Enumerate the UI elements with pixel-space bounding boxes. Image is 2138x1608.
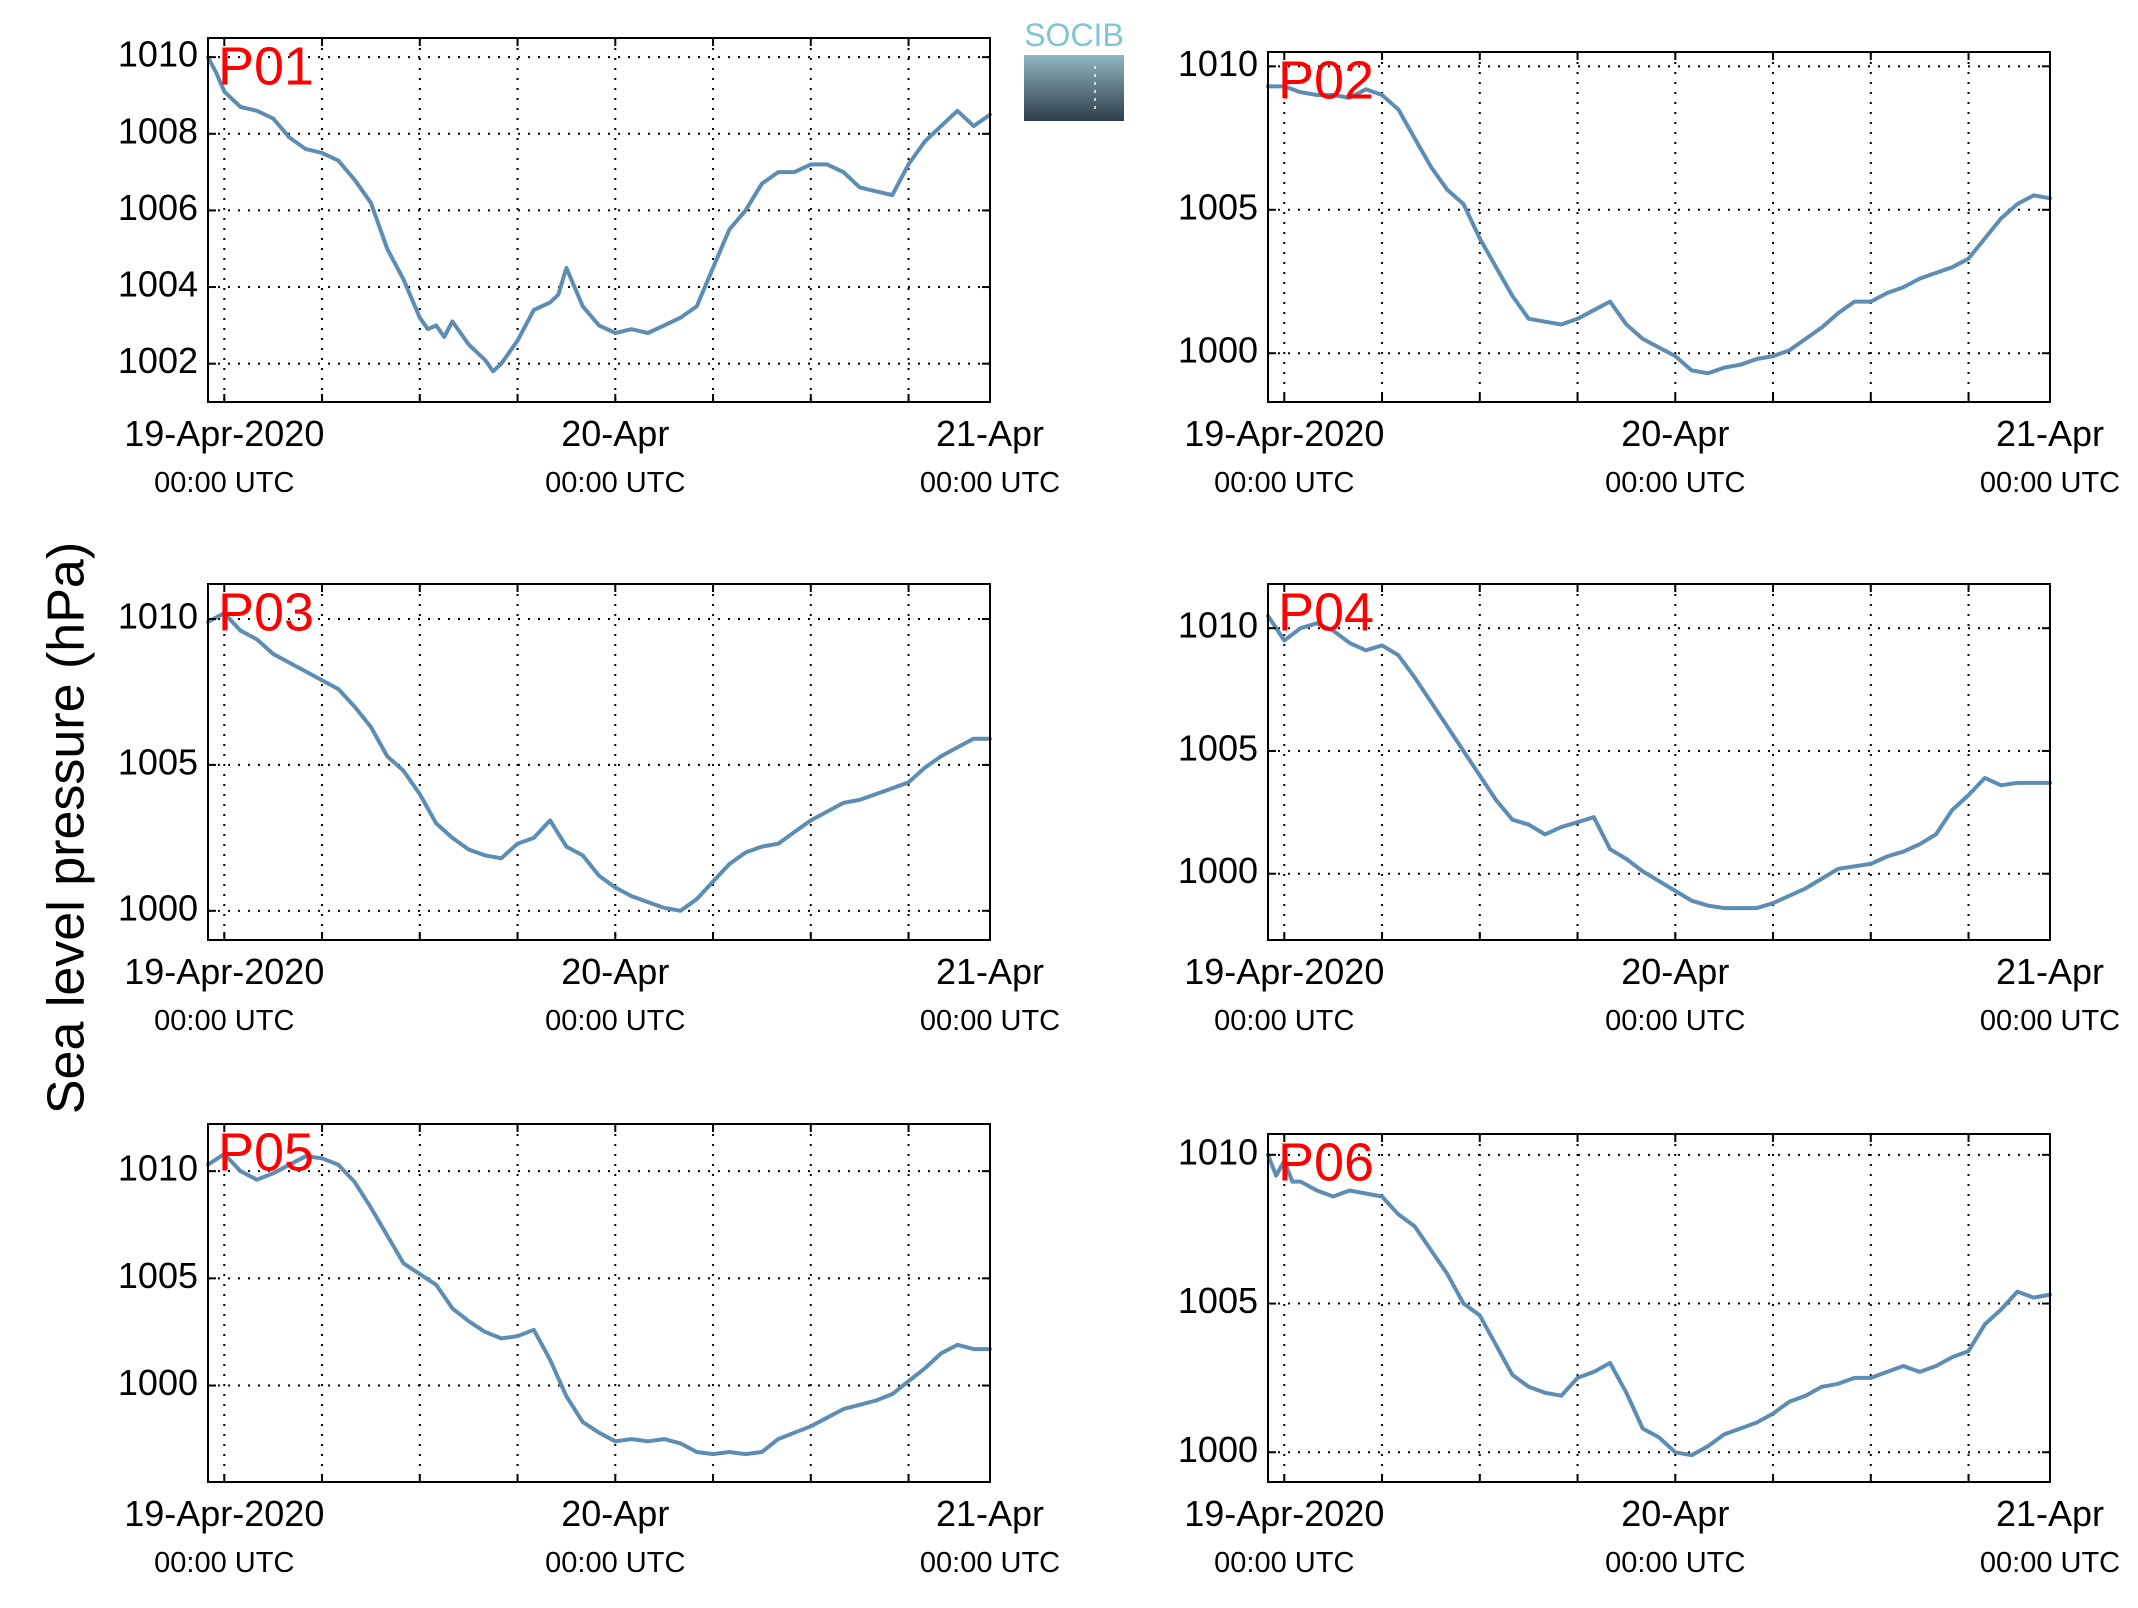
- p04-axes-box: [1267, 583, 2051, 941]
- p06-y-tick-label: 1010: [1178, 1131, 1258, 1172]
- p03-x-tick-sublabel: 00:00 UTC: [154, 1005, 294, 1037]
- p02-x-tick-label: 19-Apr-2020: [1184, 413, 1384, 454]
- p04-pressure-line: [1266, 613, 2052, 911]
- p04-x-tick-sublabel: 00:00 UTC: [1980, 1005, 2120, 1037]
- p02-y-tick-label: 1005: [1178, 186, 1258, 227]
- p03-x-tick-sublabel: 00:00 UTC: [920, 1005, 1060, 1037]
- p01-station-label: P01: [218, 36, 314, 96]
- p04-y-tick-label: 1005: [1178, 727, 1258, 768]
- p05-station-label: P05: [218, 1122, 314, 1182]
- p03-y-tick-label: 1010: [118, 596, 198, 637]
- p02-x-tick-sublabel: 00:00 UTC: [1214, 467, 1354, 499]
- p02-station-label: P02: [1278, 50, 1374, 110]
- p04-y-tick-label: 1010: [1178, 605, 1258, 646]
- p06-x-tick-sublabel: 00:00 UTC: [1980, 1547, 2120, 1579]
- p03-x-tick-label: 21-Apr: [936, 951, 1044, 992]
- p06-x-tick-label: 21-Apr: [1996, 1493, 2104, 1534]
- p02-x-tick-label: 21-Apr: [1996, 413, 2104, 454]
- p06-pressure-line: [1266, 1152, 2052, 1458]
- p05-x-tick-label: 19-Apr-2020: [124, 1493, 324, 1534]
- p02-pressure-line: [1266, 84, 2052, 376]
- logo-block: [1024, 55, 1124, 121]
- p05-y-tick-label: 1010: [118, 1148, 198, 1189]
- p06-x-tick-sublabel: 00:00 UTC: [1605, 1547, 1745, 1579]
- p01-y-tick-label: 1004: [118, 264, 198, 305]
- p04-x-tick-label: 21-Apr: [1996, 951, 2104, 992]
- p03-panel: 1000 1005 1010 19-Apr-2020 00:00 UTC 20-Apr 00…: [118, 582, 1060, 1037]
- p02-y-tick-label: 1000: [1178, 330, 1258, 371]
- logo-text: SOCIB: [1024, 17, 1124, 53]
- p05-y-tick-label: 1000: [118, 1362, 198, 1403]
- p01-axes-box: [207, 37, 991, 403]
- p01-y-tick-label: 1002: [118, 340, 198, 381]
- p03-y-tick-label: 1000: [118, 887, 198, 928]
- p06-x-tick-label: 19-Apr-2020: [1184, 1493, 1384, 1534]
- p02-y-tick-label: 1010: [1178, 43, 1258, 84]
- p02-x-tick-sublabel: 00:00 UTC: [1605, 467, 1745, 499]
- p06-x-tick-sublabel: 00:00 UTC: [1214, 1547, 1354, 1579]
- p06-y-tick-label: 1000: [1178, 1429, 1258, 1470]
- p03-x-tick-label: 19-Apr-2020: [124, 951, 324, 992]
- y-axis-title: Sea level pressure (hPa): [38, 542, 96, 1114]
- p01-x-tick-sublabel: 00:00 UTC: [154, 467, 294, 499]
- p01-y-tick-label: 1010: [118, 34, 198, 75]
- p05-x-tick-label: 21-Apr: [936, 1493, 1044, 1534]
- p05-x-tick-label: 20-Apr: [561, 1493, 669, 1534]
- p03-station-label: P03: [218, 582, 314, 642]
- p03-x-tick-sublabel: 00:00 UTC: [545, 1005, 685, 1037]
- p06-panel: 1000 1005 1010 19-Apr-2020 00:00 UTC 20-Apr 00…: [1178, 1131, 2120, 1579]
- p03-x-tick-label: 20-Apr: [561, 951, 669, 992]
- p05-x-tick-sublabel: 00:00 UTC: [154, 1547, 294, 1579]
- p02-x-tick-label: 20-Apr: [1621, 413, 1729, 454]
- p04-y-tick-label: 1000: [1178, 850, 1258, 891]
- p04-panel: 1000 1005 1010 19-Apr-2020 00:00 UTC 20-Apr 00…: [1178, 582, 2120, 1037]
- p04-x-tick-sublabel: 00:00 UTC: [1605, 1005, 1745, 1037]
- p01-x-tick-sublabel: 00:00 UTC: [920, 467, 1060, 499]
- p05-pressure-line: [206, 1152, 992, 1457]
- socib-logo: SOCIB: [1024, 17, 1124, 121]
- p04-x-tick-sublabel: 00:00 UTC: [1214, 1005, 1354, 1037]
- p03-axes-box: [207, 583, 991, 941]
- p03-y-tick-label: 1005: [118, 741, 198, 782]
- p01-pressure-line: [206, 55, 992, 374]
- p06-y-tick-label: 1005: [1178, 1280, 1258, 1321]
- p01-x-tick-label: 19-Apr-2020: [124, 413, 324, 454]
- p06-axes-box: [1267, 1133, 2051, 1483]
- p05-axes-box: [207, 1123, 991, 1483]
- p06-station-label: P06: [1278, 1132, 1374, 1192]
- p05-y-tick-label: 1005: [118, 1255, 198, 1296]
- p04-x-tick-label: 19-Apr-2020: [1184, 951, 1384, 992]
- p05-x-tick-sublabel: 00:00 UTC: [920, 1547, 1060, 1579]
- p02-x-tick-sublabel: 00:00 UTC: [1980, 467, 2120, 499]
- p06-x-tick-label: 20-Apr: [1621, 1493, 1729, 1534]
- p02-axes-box: [1267, 51, 2051, 403]
- p01-y-tick-label: 1008: [118, 110, 198, 151]
- p05-panel: 1000 1005 1010 19-Apr-2020 00:00 UTC 20-Apr 00…: [118, 1122, 1060, 1579]
- p01-x-tick-label: 21-Apr: [936, 413, 1044, 454]
- p04-station-label: P04: [1278, 582, 1374, 642]
- p05-x-tick-sublabel: 00:00 UTC: [545, 1547, 685, 1579]
- p01-y-tick-label: 1006: [118, 187, 198, 228]
- p04-x-tick-label: 20-Apr: [1621, 951, 1729, 992]
- p02-panel: 1000 1005 1010 19-Apr-2020 00:00 UTC 20-Apr 00…: [1178, 43, 2120, 499]
- panels: 1002 1004 1006 1008 1010 19-Apr-2020 00:00 UTC…: [118, 34, 2120, 1579]
- p01-x-tick-sublabel: 00:00 UTC: [545, 467, 685, 499]
- p01-panel: 1002 1004 1006 1008 1010 19-Apr-2020 00:00 UTC…: [118, 34, 1060, 499]
- p01-x-tick-label: 20-Apr: [561, 413, 669, 454]
- p03-pressure-line: [206, 611, 992, 913]
